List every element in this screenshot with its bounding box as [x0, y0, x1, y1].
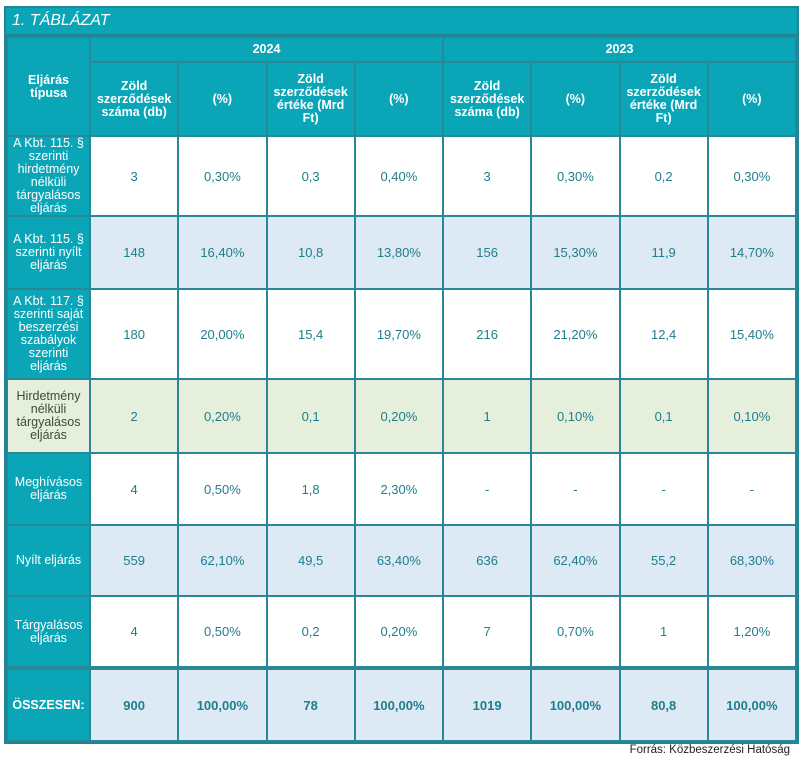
table-cell: 0,2	[618, 135, 709, 217]
table-cell: 4	[88, 452, 180, 526]
table-cell: 216	[441, 288, 533, 380]
column-header: (%)	[530, 61, 621, 137]
source-note: Forrás: Közbeszerzési Hatóság	[629, 744, 790, 756]
table-cell: 10,8	[265, 215, 356, 290]
table-row: Tárgyalásos eljárás 4 0,50% 0,2 0,20% 7 0,70% 1…	[6, 595, 798, 669]
table-title: 1. TÁBLÁZAT	[6, 8, 797, 36]
total-cell: 100,00%	[530, 666, 621, 742]
total-cell: 78	[265, 666, 356, 742]
table-cell: -	[706, 452, 798, 526]
table-cell: 180	[88, 288, 180, 380]
table-cell: 13,80%	[353, 215, 445, 290]
column-header: (%)	[177, 61, 268, 137]
table-cell: 0,3	[265, 135, 356, 217]
table-cell: 0,20%	[353, 595, 445, 669]
data-table: Eljárás típusa 2024 2023 Zöld szerződése…	[6, 36, 798, 742]
table-row: Meghívásos eljárás 4 0,50% 1,8 2,30% - - - -	[6, 452, 798, 526]
table-cell: 0,10%	[706, 378, 798, 454]
column-header: (%)	[706, 61, 798, 137]
table-cell: 0,2	[265, 595, 356, 669]
table-cell: 4	[88, 595, 180, 669]
table-cell: 0,20%	[353, 378, 445, 454]
table-cell: 14,70%	[706, 215, 798, 290]
table-cell: 11,9	[618, 215, 709, 290]
table-cell: 63,40%	[353, 524, 445, 597]
table-cell: 636	[441, 524, 533, 597]
table-row: A Kbt. 115. § szerinti nyílt eljárás 148 1…	[6, 215, 798, 290]
table-cell: 7	[441, 595, 533, 669]
table-cell: 0,10%	[530, 378, 621, 454]
table-cell: 0,30%	[706, 135, 798, 217]
table-cell: 156	[441, 215, 533, 290]
column-header: (%)	[353, 61, 445, 137]
row-label: Tárgyalásos eljárás	[6, 595, 91, 669]
total-row: ÖSSZESEN: 900 100,00% 78 100,00% 1019 100,00% 8…	[6, 666, 798, 742]
table-cell: 62,40%	[530, 524, 621, 597]
column-header: Zöld szerződések száma (db)	[441, 61, 533, 137]
table-cell: 21,20%	[530, 288, 621, 380]
table-cell: 15,30%	[530, 215, 621, 290]
table-cell: 19,70%	[353, 288, 445, 380]
table-cell: 0,1	[265, 378, 356, 454]
table-cell: 15,4	[265, 288, 356, 380]
table-cell: 3	[441, 135, 533, 217]
year-header-2024: 2024	[89, 36, 444, 63]
table-cell: -	[530, 452, 621, 526]
table-row: Hirdetmény nélküli tárgyalásos eljárás 2 0…	[6, 378, 798, 454]
table-cell: 559	[88, 524, 180, 597]
row-label: Meghívásos eljárás	[6, 452, 91, 526]
table-cell: 49,5	[265, 524, 356, 597]
table-cell: 0,30%	[177, 135, 268, 217]
table-cell: 148	[88, 215, 180, 290]
column-header: Zöld szerződések száma (db)	[88, 61, 180, 137]
table-cell: -	[618, 452, 709, 526]
table-cell: 68,30%	[706, 524, 798, 597]
table-cell: 0,50%	[177, 452, 268, 526]
table-cell: 2	[88, 378, 180, 454]
total-cell: 100,00%	[706, 666, 798, 742]
table-cell: 62,10%	[177, 524, 268, 597]
row-label: Hirdetmény nélküli tárgyalásos eljárás	[6, 378, 91, 454]
table-cell: -	[441, 452, 533, 526]
total-cell: 100,00%	[353, 666, 445, 742]
total-cell: 100,00%	[177, 666, 268, 742]
table-cell: 0,30%	[530, 135, 621, 217]
table-cell: 1	[618, 595, 709, 669]
year-header-2023: 2023	[442, 36, 797, 63]
table-cell: 0,20%	[177, 378, 268, 454]
table-cell: 1,8	[265, 452, 356, 526]
total-cell: 1019	[441, 666, 533, 742]
row-label: A Kbt. 117. § szerinti saját beszerzési …	[6, 288, 91, 380]
row-label-header: Eljárás típusa	[6, 36, 91, 137]
total-label: ÖSSZESEN:	[6, 666, 91, 742]
table-cell: 55,2	[618, 524, 709, 597]
row-label: A Kbt. 115. § szerinti hirdetmény nélkül…	[6, 135, 91, 217]
table-cell: 3	[88, 135, 180, 217]
table-cell: 2,30%	[353, 452, 445, 526]
table-cell: 16,40%	[177, 215, 268, 290]
table-row: A Kbt. 117. § szerinti saját beszerzési …	[6, 288, 798, 380]
table-cell: 20,00%	[177, 288, 268, 380]
table-row: A Kbt. 115. § szerinti hirdetmény nélkül…	[6, 135, 798, 217]
table-cell: 0,40%	[353, 135, 445, 217]
table-cell: 1	[441, 378, 533, 454]
column-header: Zöld szerződések értéke (Mrd Ft)	[265, 61, 356, 137]
table-cell: 0,1	[618, 378, 709, 454]
table-cell: 0,50%	[177, 595, 268, 669]
table-cell: 15,40%	[706, 288, 798, 380]
total-cell: 80,8	[618, 666, 709, 742]
table-cell: 1,20%	[706, 595, 798, 669]
total-cell: 900	[88, 666, 180, 742]
table-cell: 0,70%	[530, 595, 621, 669]
table-cell: 12,4	[618, 288, 709, 380]
row-label: Nyílt eljárás	[6, 524, 91, 597]
table-row: Nyílt eljárás 559 62,10% 49,5 63,40% 636 62,40…	[6, 524, 798, 597]
data-table-container: 1. TÁBLÁZAT Eljárás típusa 2024 2023 Zöl…	[4, 6, 799, 744]
row-label: A Kbt. 115. § szerinti nyílt eljárás	[6, 215, 91, 290]
column-header: Zöld szerződések értéke (Mrd Ft)	[618, 61, 709, 137]
